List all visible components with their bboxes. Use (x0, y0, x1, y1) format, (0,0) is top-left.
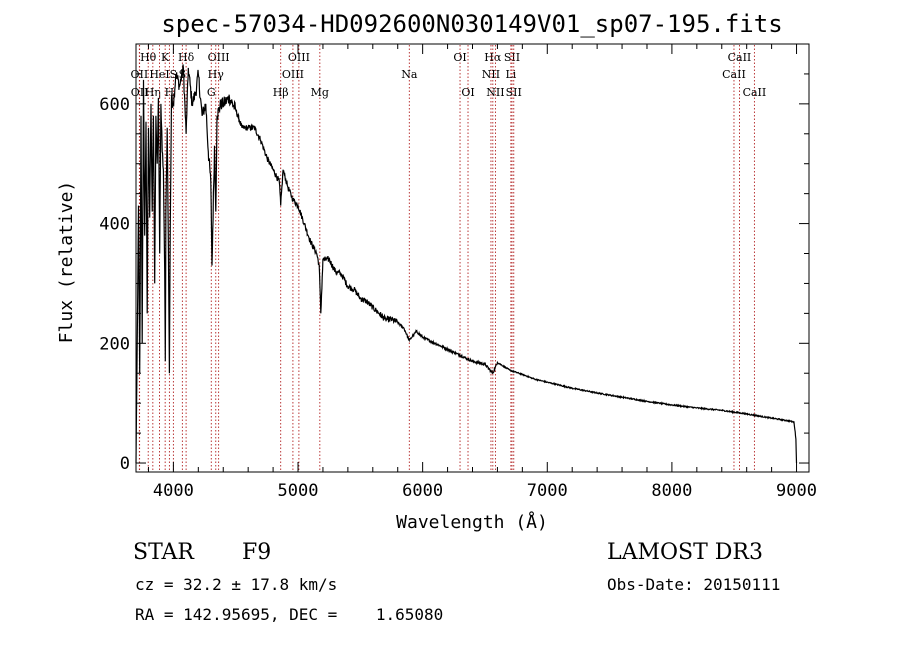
coordinates-text: RA = 142.95695, DEC = 1.65080 (135, 605, 444, 624)
line-marker-label: OI (461, 86, 474, 99)
line-marker-label: NII (482, 68, 500, 81)
line-marker-label: SII (504, 51, 520, 64)
x-tick-label: 4000 (153, 481, 194, 501)
x-tick-label: 7000 (527, 481, 568, 501)
x-tick-label: 9000 (776, 481, 817, 501)
obs-date: Obs-Date: 20150111 (607, 575, 781, 594)
y-axis-label: Flux (relative) (56, 181, 77, 344)
line-marker-label: HeI (149, 68, 169, 81)
line-marker-label: OIII (288, 51, 310, 64)
line-marker-label: OI (453, 51, 466, 64)
y-tick-label: 0 (120, 454, 130, 474)
line-marker-label: CaII (722, 68, 746, 81)
plot-frame (135, 43, 810, 473)
line-marker-label: Hβ (273, 86, 289, 99)
line-marker-label: S (170, 68, 178, 81)
line-marker-label: CaII (728, 51, 752, 64)
line-marker-label: Hγ (208, 68, 225, 81)
y-tick-label: 400 (99, 215, 130, 235)
line-marker-label: Hθ (140, 51, 157, 64)
line-marker-label: Mg (311, 86, 329, 99)
line-marker-label: OIII (282, 68, 304, 81)
x-tick-label: 6000 (402, 481, 443, 501)
x-axis-label: Wavelength (Å) (396, 511, 548, 533)
line-marker-label: OIII (208, 51, 230, 64)
line-marker-label: Hη (145, 86, 161, 99)
object-class: STAR (133, 540, 194, 565)
spectral-subclass: F9 (242, 540, 272, 565)
line-marker-label: Na (401, 68, 418, 81)
line-marker-label: Hα (484, 51, 502, 64)
line-marker-label: Hδ (178, 51, 195, 64)
axis-ticks: 4000 5000 6000 7000 8000 9000 0 200 400 600 (99, 44, 817, 501)
y-tick-label: 600 (99, 95, 130, 115)
x-tick-label: 5000 (278, 481, 319, 501)
line-marker-label: Li (505, 68, 516, 81)
redshift-text: cz = 32.2 ± 17.8 km/s (135, 575, 338, 594)
survey-name: LAMOST DR3 (607, 540, 763, 565)
line-marker-label: CaII (743, 86, 767, 99)
line-marker-label: NII (486, 86, 504, 99)
chart-title: spec-57034-HD092600N030149V01_sp07-195.f… (161, 10, 782, 38)
line-marker-label: G (207, 86, 216, 99)
y-tick-label: 200 (99, 334, 130, 354)
x-tick-label: 8000 (651, 481, 692, 501)
line-marker-label: K (161, 51, 170, 64)
line-marker-label: H (165, 86, 175, 99)
spectrum-line (135, 64, 798, 464)
line-marker-label: SII (506, 86, 522, 99)
